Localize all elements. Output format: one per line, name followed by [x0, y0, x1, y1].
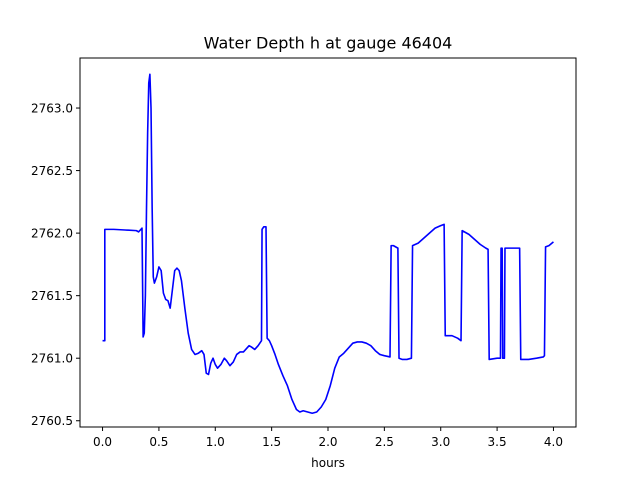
series-layer [102, 73, 554, 415]
x-axis-label: hours [311, 456, 345, 470]
y-tick-label: 2763.0 [31, 102, 73, 116]
plot-area [80, 58, 576, 427]
x-axis: 0.0 0.5 1.0 1.5 2.0 2.5 3.0 3.5 4.0 [93, 427, 563, 449]
x-tick-label: 0.0 [93, 435, 112, 449]
series-line-0 [102, 73, 554, 415]
y-axis: 2760.5 2761.0 2761.5 2762.0 2762.5 2763.0 [31, 102, 80, 428]
x-tick-label: 1.0 [206, 435, 225, 449]
x-tick-label: 0.5 [149, 435, 168, 449]
y-tick-label: 2762.0 [31, 227, 73, 241]
x-tick-label: 1.5 [262, 435, 281, 449]
x-tick-label: 2.5 [375, 435, 394, 449]
x-tick-label: 4.0 [544, 435, 563, 449]
y-tick-label: 2761.5 [31, 289, 73, 303]
y-tick-label: 2761.0 [31, 352, 73, 366]
chart-title: Water Depth h at gauge 46404 [204, 34, 453, 53]
x-tick-label: 2.0 [318, 435, 337, 449]
y-tick-label: 2760.5 [31, 414, 73, 428]
x-tick-label: 3.5 [488, 435, 507, 449]
x-tick-label: 3.0 [431, 435, 450, 449]
y-tick-label: 2762.5 [31, 164, 73, 178]
